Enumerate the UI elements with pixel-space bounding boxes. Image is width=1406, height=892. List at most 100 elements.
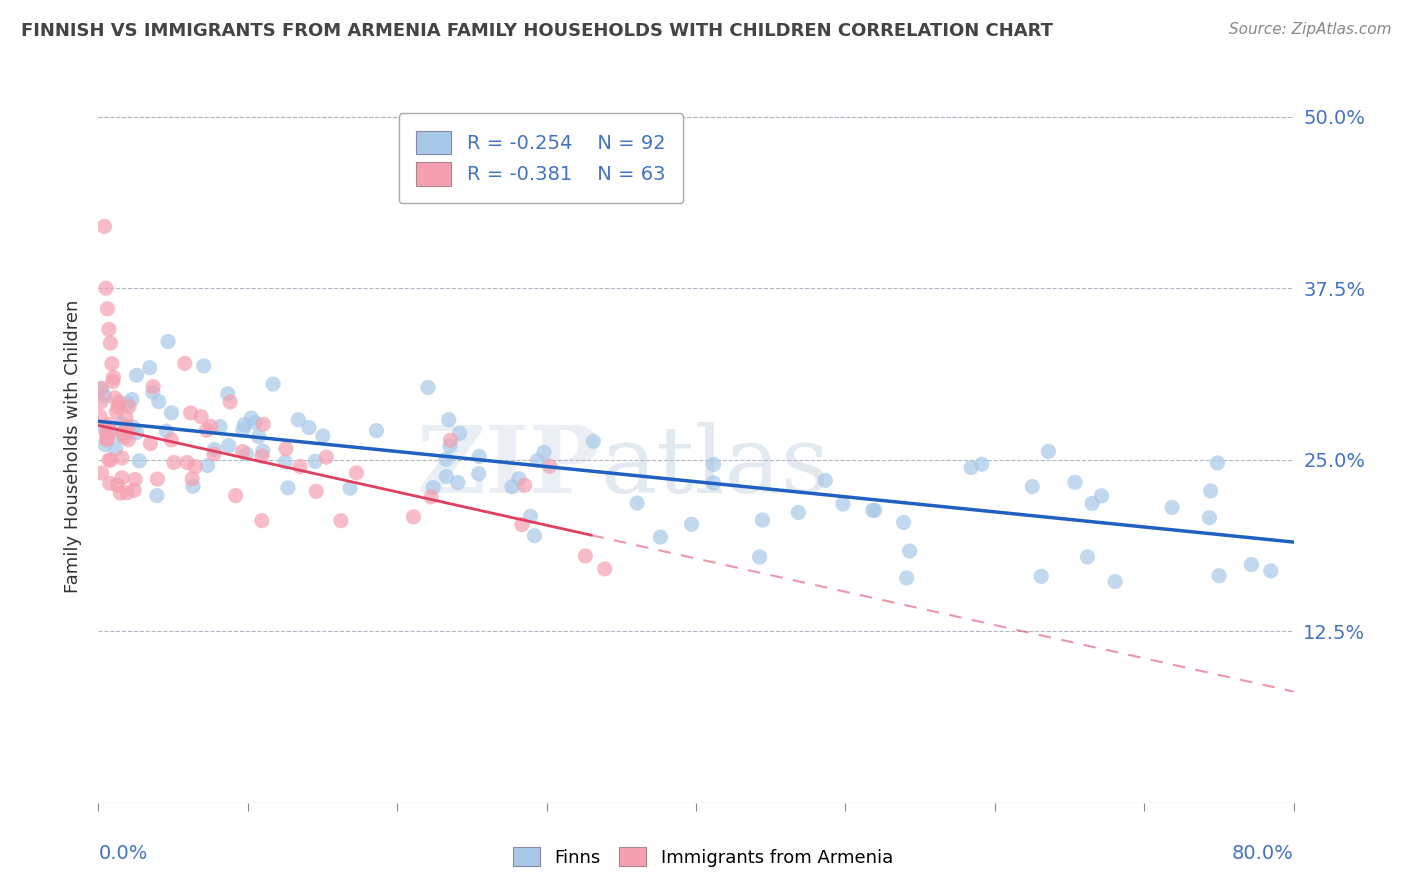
Point (513, 478, 536, 492)
Text: FINNISH VS IMMIGRANTS FROM ARMENIA FAMILY HOUSEHOLDS WITH CHILDREN CORRELATION C: FINNISH VS IMMIGRANTS FROM ARMENIA FAMIL… (21, 22, 1053, 40)
Y-axis label: Family Households with Children: Family Households with Children (63, 300, 82, 592)
Legend: Finns, Immigrants from Armenia: Finns, Immigrants from Armenia (506, 840, 900, 874)
Point (240, 411, 263, 425)
Point (366, 424, 388, 438)
Legend: R = -0.254    N = 92, R = -0.381    N = 63: R = -0.254 N = 92, R = -0.381 N = 63 (398, 113, 683, 203)
Point (138, 360, 160, 375)
Point (702, 475, 724, 490)
Point (100, 453, 122, 467)
Point (96, 301, 118, 316)
Point (1021, 479, 1043, 493)
Point (184, 459, 207, 474)
Point (112, 425, 135, 440)
Point (468, 450, 491, 464)
Point (90, 395, 112, 409)
Point (146, 489, 169, 503)
Point (117, 485, 139, 500)
Point (96, 433, 118, 447)
Point (574, 549, 596, 563)
Point (181, 472, 204, 486)
Point (1260, 564, 1282, 578)
Point (122, 420, 145, 434)
Point (94, 422, 117, 436)
Point (274, 455, 297, 469)
Point (315, 450, 337, 464)
Point (202, 447, 225, 461)
Point (110, 486, 132, 500)
Point (96, 431, 118, 445)
Point (863, 503, 886, 517)
Point (402, 509, 425, 524)
Point (439, 433, 461, 447)
Point (247, 430, 270, 444)
Point (142, 385, 165, 400)
Point (1208, 568, 1230, 582)
Point (94, 425, 117, 440)
Point (626, 496, 648, 510)
Point (526, 453, 548, 467)
Point (218, 438, 240, 452)
Point (329, 514, 352, 528)
Point (1161, 500, 1184, 515)
Point (1240, 558, 1263, 572)
Text: 80.0%: 80.0% (1232, 845, 1294, 863)
Point (1031, 569, 1053, 583)
Point (225, 489, 247, 503)
Point (312, 429, 335, 443)
Point (115, 419, 138, 434)
Point (232, 423, 254, 437)
Point (1090, 489, 1112, 503)
Point (703, 458, 725, 472)
Point (1038, 444, 1060, 458)
Point (1198, 510, 1220, 524)
Point (121, 392, 143, 407)
Point (142, 379, 165, 393)
Point (146, 472, 169, 486)
Point (107, 400, 129, 414)
Text: Source: ZipAtlas.com: Source: ZipAtlas.com (1229, 22, 1392, 37)
Point (447, 475, 470, 490)
Point (111, 471, 134, 485)
Point (262, 377, 284, 392)
Point (501, 480, 523, 494)
Point (593, 562, 616, 576)
Point (180, 406, 202, 420)
Point (439, 439, 461, 453)
Point (148, 394, 170, 409)
Point (305, 484, 328, 499)
Point (163, 455, 186, 469)
Point (125, 368, 148, 383)
Point (112, 430, 135, 444)
Point (1064, 475, 1087, 490)
Point (195, 423, 218, 437)
Point (202, 442, 225, 457)
Point (208, 419, 231, 434)
Text: 0.0%: 0.0% (98, 845, 148, 863)
Point (339, 481, 361, 495)
Point (898, 544, 921, 558)
Point (288, 459, 311, 474)
Point (508, 472, 530, 486)
Point (287, 413, 309, 427)
Point (533, 445, 555, 459)
Point (90, 382, 112, 396)
Point (250, 514, 273, 528)
Point (193, 359, 215, 373)
Point (449, 426, 471, 441)
Point (519, 509, 541, 524)
Point (970, 457, 993, 471)
Point (98, 476, 121, 491)
Point (98, 453, 121, 467)
Point (232, 444, 254, 458)
Point (115, 410, 138, 425)
Point (893, 516, 915, 530)
Point (814, 474, 837, 488)
Point (787, 505, 810, 519)
Point (523, 529, 546, 543)
Point (1104, 574, 1126, 589)
Point (896, 571, 918, 585)
Point (105, 478, 128, 492)
Point (89, 409, 111, 424)
Point (176, 456, 198, 470)
Point (274, 442, 297, 456)
